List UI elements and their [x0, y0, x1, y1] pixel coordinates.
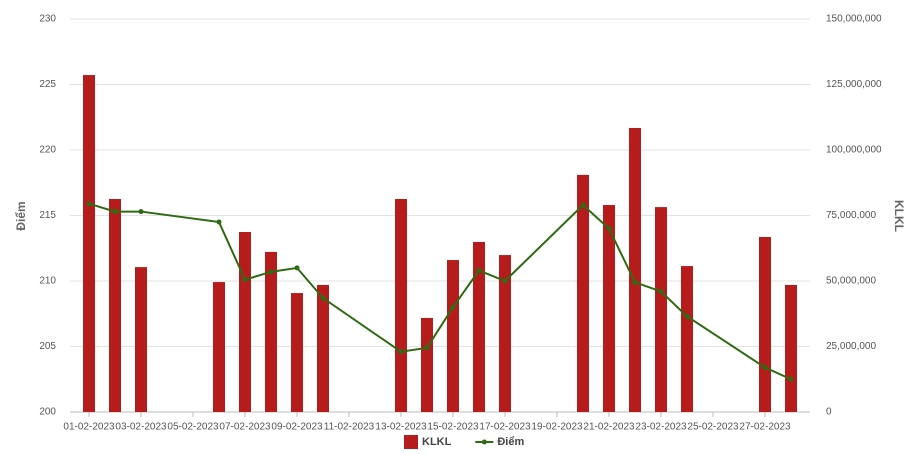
- y2-tick-label: 0: [826, 407, 832, 418]
- bar: [681, 266, 693, 412]
- y-tick-label: 200: [39, 407, 56, 418]
- line-point: [268, 269, 274, 275]
- bar: [577, 174, 589, 412]
- line-point: [294, 265, 300, 271]
- line-point: [216, 219, 222, 225]
- line-point: [580, 202, 586, 208]
- bar: [213, 282, 225, 412]
- x-tick-label: 27-02-2023: [739, 422, 791, 433]
- bar: [499, 255, 511, 412]
- line-point: [502, 278, 508, 284]
- bar: [265, 251, 277, 412]
- y-tick-label: 215: [39, 210, 56, 221]
- y-tick-label: 205: [39, 341, 56, 352]
- x-tick-label: 21-02-2023: [583, 422, 635, 433]
- y2-tick-label: 125,000,000: [826, 79, 882, 90]
- bar: [109, 198, 121, 412]
- x-tick-label: 07-02-2023: [219, 422, 271, 433]
- y-axis-title: Điểm: [14, 201, 28, 230]
- x-tick-label: 23-02-2023: [635, 422, 687, 433]
- line-point: [242, 277, 248, 283]
- line-point: [658, 288, 664, 294]
- legend-swatch-dot: [481, 439, 487, 445]
- line-point: [112, 209, 118, 215]
- line-point: [788, 376, 794, 382]
- bar: [447, 260, 459, 412]
- bar: [473, 241, 485, 412]
- line-point: [606, 226, 612, 232]
- y2-tick-label: 75,000,000: [826, 210, 876, 221]
- bar: [395, 198, 407, 412]
- bar: [135, 267, 147, 412]
- legend-label: KLKL: [422, 436, 452, 448]
- line-point: [138, 209, 144, 215]
- y-tick-label: 225: [39, 79, 56, 90]
- y2-axis-title: KLKL: [892, 200, 906, 232]
- line-point: [320, 295, 326, 301]
- legend-label: Điểm: [497, 436, 524, 448]
- bar: [629, 127, 641, 412]
- y-tick-label: 230: [39, 14, 56, 25]
- bar: [239, 232, 251, 412]
- x-tick-label: 25-02-2023: [687, 422, 739, 433]
- line-point: [424, 345, 430, 351]
- x-tick-label: 09-02-2023: [271, 422, 323, 433]
- bar: [655, 207, 667, 412]
- line-point: [86, 201, 92, 207]
- line-point: [450, 304, 456, 310]
- y2-tick-label: 100,000,000: [826, 145, 882, 156]
- x-tick-label: 15-02-2023: [427, 422, 479, 433]
- x-tick-label: 03-02-2023: [115, 422, 167, 433]
- bar: [83, 75, 95, 413]
- bar: [759, 236, 771, 412]
- bar: [317, 284, 329, 412]
- line-point: [762, 364, 768, 370]
- y-tick-label: 210: [39, 276, 56, 287]
- y2-tick-label: 25,000,000: [826, 341, 876, 352]
- line-point: [684, 313, 690, 319]
- bar: [785, 284, 797, 412]
- x-tick-label: 19-02-2023: [531, 422, 583, 433]
- line: [88, 202, 792, 381]
- x-tick-label: 11-02-2023: [324, 422, 375, 433]
- y2-tick-label: 50,000,000: [826, 276, 876, 287]
- y2-tick-label: 150,000,000: [826, 14, 882, 25]
- x-tick-label: 01-02-2023: [63, 422, 115, 433]
- line-point: [398, 349, 404, 355]
- x-tick-label: 05-02-2023: [167, 422, 219, 433]
- bar: [291, 293, 303, 412]
- bar: [603, 205, 615, 412]
- legend-swatch: [404, 435, 418, 449]
- line-point: [476, 268, 482, 274]
- y-tick-label: 220: [39, 145, 56, 156]
- x-tick-label: 13-02-2023: [375, 422, 427, 433]
- line-point: [632, 279, 638, 285]
- x-tick-label: 17-02-2023: [479, 422, 531, 433]
- bar: [421, 317, 433, 412]
